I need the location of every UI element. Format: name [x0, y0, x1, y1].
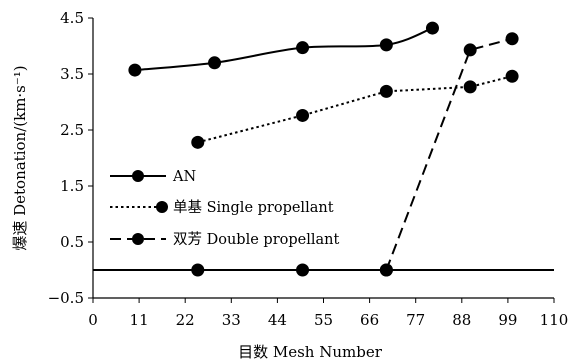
series-3 — [93, 263, 554, 277]
x-tick-label: 22 — [176, 311, 195, 329]
x-tick-label: 0 — [88, 311, 98, 329]
data-point — [379, 263, 393, 277]
legend: AN 单基 Single propellant 双芳 Double propel… — [110, 169, 339, 248]
x-tick-label: 99 — [498, 311, 517, 329]
data-point — [379, 38, 393, 52]
legend-marker-single-propellant — [156, 201, 168, 213]
data-point — [463, 80, 477, 94]
legend-item-an: AN — [110, 169, 196, 185]
y-axis-ticks: 4.5 3.5 2.5 1.5 0.5 −0.5 — [48, 9, 93, 307]
series-layer — [93, 21, 554, 277]
y-tick-label: 0.5 — [60, 233, 84, 251]
data-point — [463, 43, 477, 57]
x-tick-label: 88 — [452, 311, 471, 329]
x-axis-title: 目数 Mesh Number — [238, 343, 383, 361]
data-point — [425, 21, 439, 35]
series-line — [197, 75, 513, 144]
data-point — [191, 263, 205, 277]
y-tick-label: 1.5 — [60, 177, 84, 195]
data-point — [505, 69, 519, 83]
y-tick-label: 4.5 — [60, 9, 84, 27]
y-axis-title: 爆速 Detonation/(km·s⁻¹) — [11, 65, 29, 250]
data-point — [191, 135, 205, 149]
data-point — [379, 84, 393, 98]
x-tick-label: 44 — [268, 311, 287, 329]
series-2 — [379, 32, 519, 277]
data-point — [128, 63, 142, 77]
x-tick-label: 55 — [314, 311, 333, 329]
x-tick-label: 77 — [406, 311, 425, 329]
legend-label-single-propellant: 单基 Single propellant — [173, 199, 334, 216]
series-1 — [191, 69, 519, 149]
x-tick-label: 33 — [222, 311, 241, 329]
y-tick-label: 3.5 — [60, 65, 84, 83]
y-tick-label: 2.5 — [60, 121, 84, 139]
plot-area: 0 11 22 33 44 55 66 77 88 99 110 4.5 3.5 2.5 1.5 0.5 −0… — [48, 9, 569, 329]
legend-label-double-propellant: 双芳 Double propellant — [173, 231, 339, 248]
x-axis-ticks: 0 11 22 33 44 55 66 77 88 99 110 — [88, 298, 568, 329]
x-tick-label: 110 — [540, 311, 569, 329]
series-0 — [128, 21, 439, 77]
legend-marker-an — [132, 170, 144, 182]
legend-item-single-propellant: 单基 Single propellant — [110, 199, 334, 216]
x-tick-label: 11 — [130, 311, 149, 329]
y-tick-label: −0.5 — [48, 289, 84, 307]
data-point — [296, 108, 310, 122]
x-tick-label: 66 — [360, 311, 379, 329]
series-line — [385, 37, 513, 271]
legend-label-an: AN — [172, 169, 196, 185]
data-point — [505, 32, 519, 46]
data-point — [208, 56, 222, 70]
legend-marker-double-propellant — [132, 233, 144, 245]
data-point — [296, 41, 310, 55]
data-point — [296, 263, 310, 277]
legend-item-double-propellant: 双芳 Double propellant — [110, 231, 339, 248]
